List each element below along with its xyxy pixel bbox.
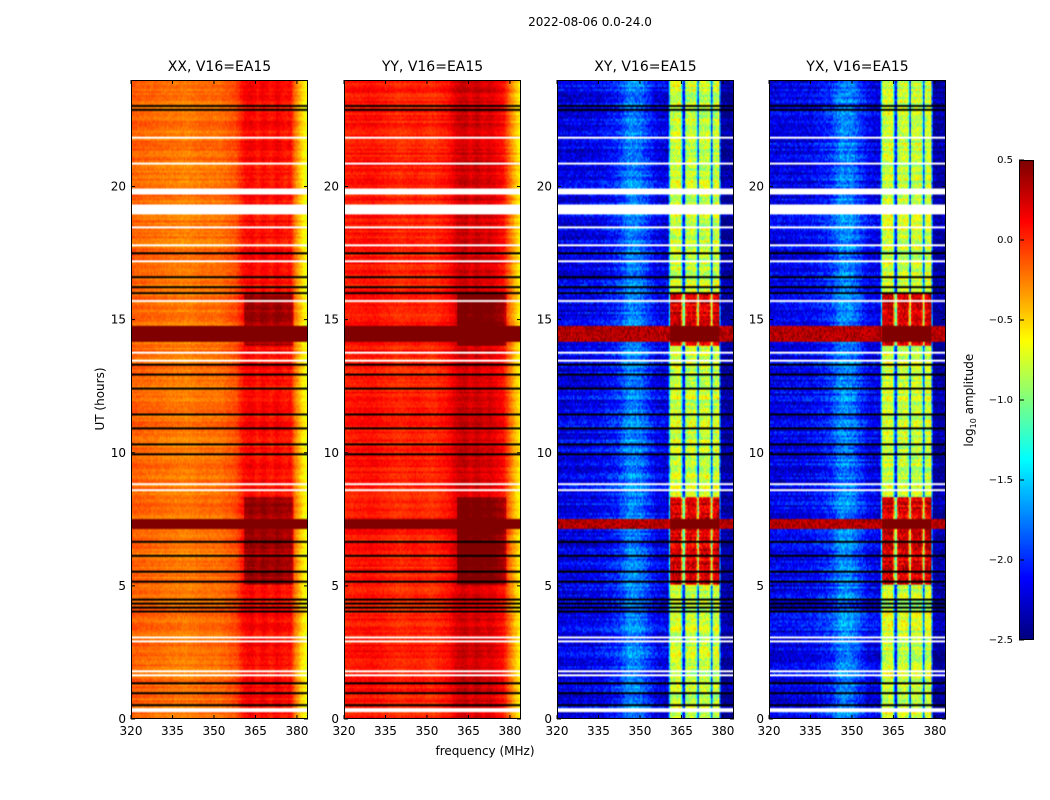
x-tick-label: 380 [498, 724, 521, 738]
heatmap-panel-yy [344, 80, 521, 719]
y-tick-label: 10 [537, 446, 552, 460]
x-tick-label: 380 [285, 724, 308, 738]
colorbar-tick-label: 0.0 [997, 235, 1013, 246]
heatmap-image [770, 81, 945, 718]
panel-title: XY, V16=EA15 [594, 59, 697, 75]
y-tick-label: 10 [324, 446, 339, 460]
x-tick-label: 335 [587, 724, 610, 738]
x-tick-label: 380 [711, 724, 734, 738]
colorbar-gradient [1020, 161, 1033, 639]
x-tick-label: 350 [629, 724, 652, 738]
x-tick-label: 365 [670, 724, 693, 738]
x-tick-label: 335 [799, 724, 822, 738]
y-tick-label: 15 [111, 313, 126, 327]
heatmap-image [132, 81, 307, 718]
heatmap-panel-xx [131, 80, 308, 719]
panel-title: YX, V16=EA15 [806, 59, 909, 75]
y-tick-label: 15 [537, 313, 552, 327]
x-tick-label: 320 [546, 724, 569, 738]
x-tick-label: 335 [161, 724, 184, 738]
heatmap-panel-yx [769, 80, 946, 719]
y-tick-label: 5 [118, 579, 126, 593]
y-tick-label: 10 [749, 446, 764, 460]
y-tick-label: 0 [331, 712, 339, 726]
y-tick-label: 0 [118, 712, 126, 726]
y-tick-label: 5 [331, 579, 339, 593]
colorbar-tick-label: −1.0 [989, 395, 1013, 406]
panel-title: YY, V16=EA15 [381, 59, 484, 75]
y-tick-label: 15 [324, 313, 339, 327]
colorbar-tick-label: −2.5 [989, 635, 1013, 646]
x-tick-label: 350 [416, 724, 439, 738]
y-tick-label: 15 [749, 313, 764, 327]
y-tick-label: 5 [756, 579, 764, 593]
y-tick-label: 0 [756, 712, 764, 726]
colorbar-tick-label: −0.5 [989, 315, 1013, 326]
x-axis-label: frequency (MHz) [435, 744, 535, 758]
colorbar-tick-label: −2.0 [989, 555, 1013, 566]
y-tick-label: 20 [324, 180, 339, 194]
colorbar-tick-label: 0.5 [997, 155, 1013, 166]
x-tick-label: 320 [333, 724, 356, 738]
x-tick-label: 380 [923, 724, 946, 738]
x-tick-label: 320 [758, 724, 781, 738]
x-tick-label: 365 [244, 724, 267, 738]
y-tick-label: 20 [537, 180, 552, 194]
figure-title: 2022-08-06 0.0-24.0 [528, 15, 652, 29]
y-tick-label: 5 [544, 579, 552, 593]
x-tick-label: 320 [120, 724, 143, 738]
heatmap-image [558, 81, 733, 718]
heatmap-panel-xy [557, 80, 734, 719]
heatmap-image [345, 81, 520, 718]
y-tick-label: 20 [111, 180, 126, 194]
panel-title: XX, V16=EA15 [167, 59, 272, 75]
x-tick-label: 365 [882, 724, 905, 738]
y-tick-label: 10 [111, 446, 126, 460]
y-tick-label: 0 [544, 712, 552, 726]
y-tick-label: 20 [749, 180, 764, 194]
x-tick-label: 365 [457, 724, 480, 738]
x-tick-label: 350 [203, 724, 226, 738]
colorbar-tick-label: −1.5 [989, 475, 1013, 486]
x-tick-label: 335 [374, 724, 397, 738]
x-tick-label: 350 [841, 724, 864, 738]
